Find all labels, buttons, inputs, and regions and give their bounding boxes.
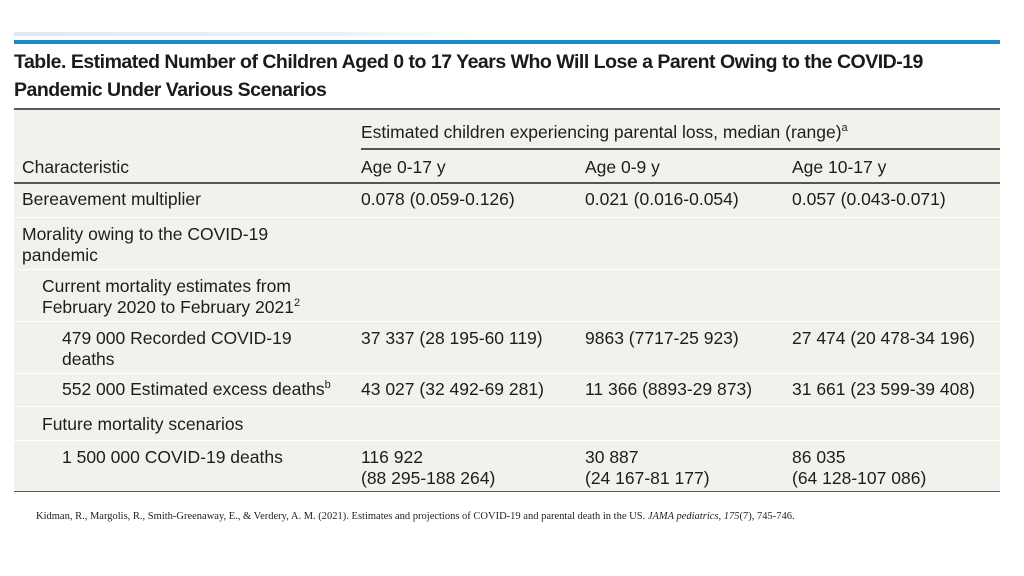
row-label: 1 500 000 COVID-19 deaths — [62, 447, 283, 467]
cell-age-0-9: 0.021 (0.016-0.054) — [585, 189, 739, 209]
row-divider — [14, 217, 1000, 218]
spanning-header-footnote: a — [841, 122, 848, 135]
spanning-header-rule — [361, 148, 1000, 150]
subsection-label-line2: February 2020 to February 20212 — [42, 297, 300, 318]
spanning-header-text: Estimated children experiencing parental… — [361, 122, 842, 142]
row-label-line2: deaths — [62, 349, 115, 369]
row-divider — [14, 321, 1000, 322]
header-rule — [14, 182, 1000, 184]
column-header-age-0-9: Age 0-9 y — [585, 157, 660, 177]
cell-age-0-9: 9863 (7717-25 923) — [585, 328, 739, 348]
citation-authors: Kidman, R., Margolis, R., Smith-Greenawa… — [36, 511, 646, 522]
section-label-line2: pandemic — [22, 245, 98, 265]
cell-age-10-17: 27 474 (20 478-34 196) — [792, 328, 975, 348]
column-header-age-0-17: Age 0-17 y — [361, 157, 446, 177]
section-label-line1: Morality owing to the COVID-19 — [22, 224, 269, 244]
citation: Kidman, R., Margolis, R., Smith-Greenawa… — [36, 511, 795, 522]
cell-age-10-17-range: (64 128-107 086) — [792, 468, 927, 488]
citation-volume: 175 — [723, 511, 740, 522]
cell-age-0-17: 0.078 (0.059-0.126) — [361, 189, 515, 209]
cell-age-10-17-median: 86 035 — [792, 447, 846, 467]
table-title: Table. Estimated Number of Children Aged… — [14, 51, 923, 101]
cell-age-0-17-range: (88 295-188 264) — [361, 468, 496, 488]
title-rule — [14, 40, 1000, 44]
subsection-footnote: 2 — [293, 297, 301, 310]
cell-age-0-17: 43 027 (32 492-69 281) — [361, 379, 544, 399]
citation-issue-pages: (7), 745-746. — [739, 511, 795, 522]
spanning-header: Estimated children experiencing parental… — [361, 122, 848, 143]
row-divider — [14, 373, 1000, 374]
cell-age-0-9-median: 30 887 — [585, 447, 639, 467]
column-header-age-10-17: Age 10-17 y — [792, 157, 887, 177]
row-label-text: 552 000 Estimated excess deaths — [62, 379, 325, 399]
top-fade-decoration — [14, 32, 484, 36]
data-table: Estimated children experiencing parental… — [14, 108, 1000, 492]
column-header-characteristic: Characteristic — [22, 157, 129, 177]
cell-age-0-17: 37 337 (28 195-60 119) — [361, 328, 543, 348]
row-divider — [14, 406, 1000, 407]
row-divider — [14, 269, 1000, 270]
cell-age-0-9: 11 366 (8893-29 873) — [585, 379, 753, 399]
row-label: Bereavement multiplier — [22, 189, 201, 209]
cell-age-0-9-range: (24 167-81 177) — [585, 468, 710, 488]
cell-age-10-17: 31 661 (23 599-39 408) — [792, 379, 975, 399]
cell-age-10-17: 0.057 (0.043-0.071) — [792, 189, 946, 209]
row-label: 552 000 Estimated excess deathsb — [62, 379, 331, 400]
subsection-label-line1: Current mortality estimates from — [42, 276, 291, 296]
subsection-label-line2-text: February 2020 to February 2021 — [42, 297, 294, 317]
subsection-label: Future mortality scenarios — [42, 414, 244, 434]
citation-journal: JAMA pediatrics — [647, 511, 719, 522]
row-label-line1: 479 000 Recorded COVID-19 — [62, 328, 292, 348]
row-label-footnote: b — [324, 379, 331, 392]
row-divider — [14, 440, 1000, 441]
cell-age-0-17-median: 116 922 — [361, 447, 423, 467]
